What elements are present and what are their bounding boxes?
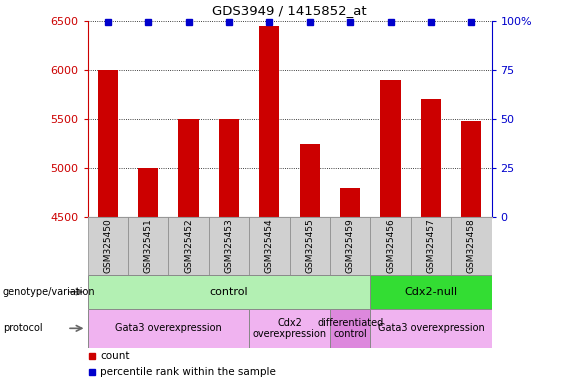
Title: GDS3949 / 1415852_at: GDS3949 / 1415852_at (212, 4, 367, 17)
Text: GSM325453: GSM325453 (224, 219, 233, 273)
Text: count: count (101, 351, 130, 361)
Bar (88, 217, 128, 275)
Bar (168, 217, 209, 275)
Text: differentiated
control: differentiated control (317, 318, 383, 339)
Text: GSM325451: GSM325451 (144, 219, 153, 273)
Bar (451, 217, 492, 275)
Text: GSM325458: GSM325458 (467, 219, 476, 273)
Bar (411, 217, 451, 275)
Text: GSM325457: GSM325457 (427, 219, 436, 273)
Text: GSM325452: GSM325452 (184, 219, 193, 273)
Bar (249, 217, 289, 275)
Bar (371, 275, 492, 309)
Text: control: control (210, 287, 248, 297)
Bar (330, 309, 371, 348)
Text: Gata3 overexpression: Gata3 overexpression (115, 323, 221, 333)
Text: genotype/variation: genotype/variation (3, 287, 95, 297)
Bar (371, 309, 492, 348)
Text: Gata3 overexpression: Gata3 overexpression (377, 323, 484, 333)
Text: Cdx2-null: Cdx2-null (405, 287, 458, 297)
Bar (209, 217, 249, 275)
Text: GSM325450: GSM325450 (103, 219, 112, 273)
Bar (249, 309, 330, 348)
Bar (128, 217, 168, 275)
Text: GSM325454: GSM325454 (265, 219, 274, 273)
Bar (330, 217, 371, 275)
Bar (299, 144, 320, 217)
Text: protocol: protocol (3, 323, 42, 333)
Bar (88, 309, 249, 348)
Bar (380, 80, 401, 217)
Bar (421, 99, 441, 217)
Bar (138, 168, 158, 217)
Text: GSM325459: GSM325459 (346, 219, 355, 273)
Bar (98, 70, 118, 217)
Bar (88, 275, 371, 309)
Text: GSM325456: GSM325456 (386, 219, 395, 273)
Text: GSM325455: GSM325455 (305, 219, 314, 273)
Bar (461, 121, 481, 217)
Bar (259, 26, 280, 217)
Bar (371, 217, 411, 275)
Bar (340, 188, 360, 217)
Bar (179, 119, 199, 217)
Text: percentile rank within the sample: percentile rank within the sample (101, 367, 276, 377)
Bar (219, 119, 239, 217)
Text: Cdx2
overexpression: Cdx2 overexpression (253, 318, 327, 339)
Bar (290, 217, 330, 275)
